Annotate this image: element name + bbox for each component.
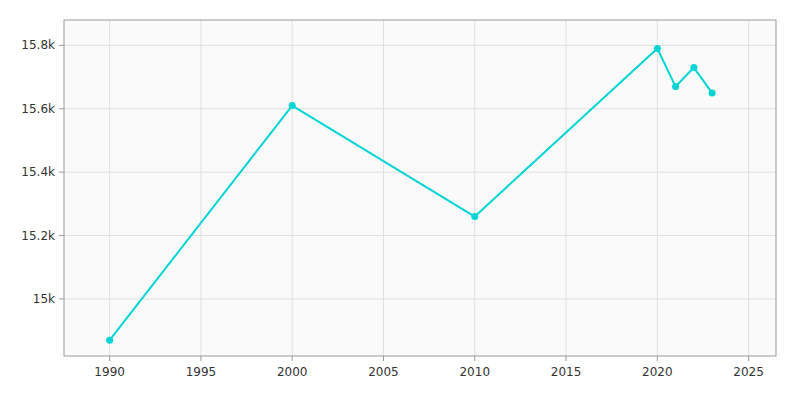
point [471,213,478,220]
y-tick-label: 15.2k [21,229,55,243]
point [709,89,716,96]
axes: 1990 1995 2000 2005 2010 2015 2020 2025 15k 15.2k… [21,38,764,379]
line [110,49,712,341]
x-tick [657,356,658,361]
y-tick-label: 15.8k [21,38,55,52]
y-tick [59,45,64,46]
chart-container: 1990 1995 2000 2005 2010 2015 2020 2025 15k 15.2k… [0,0,800,400]
point [654,45,661,52]
point [106,337,113,344]
y-tick [59,172,64,173]
y-grid-line [64,172,776,173]
point [289,102,296,109]
x-tick [292,356,293,361]
x-tick-label: 2015 [551,365,582,379]
y-grid-line [64,108,776,109]
x-grid-line [383,20,384,356]
x-tick-label: 2010 [459,365,490,379]
y-tick-label: 15.6k [21,102,55,116]
x-grid-line [474,20,475,356]
y-tick-label: 15.4k [21,165,55,179]
x-tick [383,356,384,361]
point [690,64,697,71]
x-grid-line [748,20,749,356]
y-tick [59,235,64,236]
x-tick-label: 2025 [733,365,764,379]
plot-frame [64,20,776,356]
x-grid-line [657,20,658,356]
y-grid-line [64,298,776,299]
x-tick [748,356,749,361]
y-tick [59,298,64,299]
y-grid-line [64,45,776,46]
x-tick-label: 1990 [94,365,125,379]
y-tick [59,108,64,109]
x-grid-line [200,20,201,356]
grid [64,20,776,356]
x-tick-label: 1995 [186,365,217,379]
x-tick [200,356,201,361]
y-tick-label: 15k [33,292,55,306]
plot-area [64,20,776,356]
x-grid-line [292,20,293,356]
x-tick [474,356,475,361]
chart: 1990 1995 2000 2005 2010 2015 2020 2025 15k 15.2k… [0,0,800,400]
x-tick [566,356,567,361]
x-tick-label: 2000 [277,365,308,379]
point [672,83,679,90]
x-grid-line [566,20,567,356]
x-tick-label: 2020 [642,365,673,379]
x-grid-line [109,20,110,356]
x-tick [109,356,110,361]
y-grid-line [64,235,776,236]
series [106,45,715,344]
x-tick-label: 2005 [368,365,399,379]
